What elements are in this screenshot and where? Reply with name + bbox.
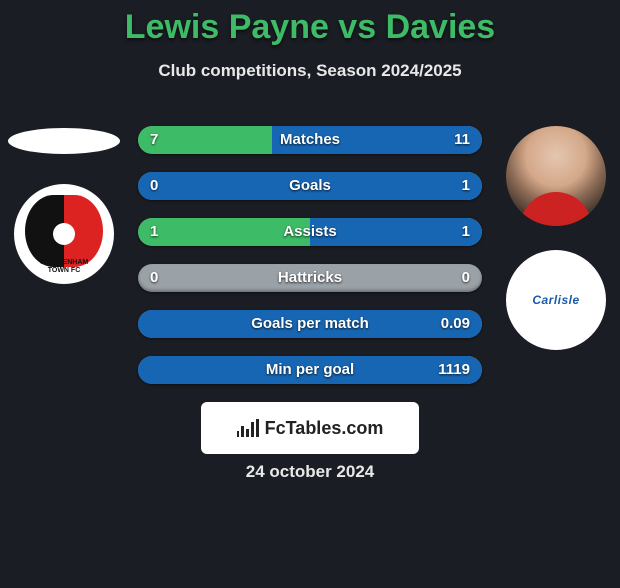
stat-label: Hattricks <box>138 264 482 292</box>
stat-label: Matches <box>138 126 482 154</box>
club-right-badge: Carlisle <box>506 250 606 350</box>
club-left-label: CHELTENHAMTOWN FC <box>25 259 103 275</box>
date-label: 24 october 2024 <box>0 462 620 482</box>
stat-label: Goals <box>138 172 482 200</box>
branding-label: FcTables.com <box>265 418 384 439</box>
club-left-badge: CHELTENHAMTOWN FC <box>14 184 114 284</box>
player-right-avatar <box>506 126 606 226</box>
stat-row: 00Hattricks <box>138 264 482 292</box>
subtitle: Club competitions, Season 2024/2025 <box>0 61 620 81</box>
bar-chart-icon <box>237 419 259 437</box>
stat-label: Min per goal <box>138 356 482 384</box>
right-player-column: Carlisle <box>496 118 616 350</box>
stat-row: 0.09Goals per match <box>138 310 482 338</box>
stat-label: Assists <box>138 218 482 246</box>
comparison-area: CHELTENHAMTOWN FC Carlisle 711Matches 01G… <box>0 118 620 418</box>
stat-row: 11Assists <box>138 218 482 246</box>
stat-row: 1119Min per goal <box>138 356 482 384</box>
stat-row: 711Matches <box>138 126 482 154</box>
stats-bars: 711Matches 01Goals 11Assists 00Hattricks 0.0… <box>138 126 482 402</box>
player-left-avatar <box>8 128 120 154</box>
stat-row: 01Goals <box>138 172 482 200</box>
club-right-label: Carlisle <box>528 293 583 307</box>
branding-box: FcTables.com <box>201 402 419 454</box>
left-player-column: CHELTENHAMTOWN FC <box>4 118 124 284</box>
page-title: Lewis Payne vs Davies <box>0 8 620 47</box>
stat-label: Goals per match <box>138 310 482 338</box>
